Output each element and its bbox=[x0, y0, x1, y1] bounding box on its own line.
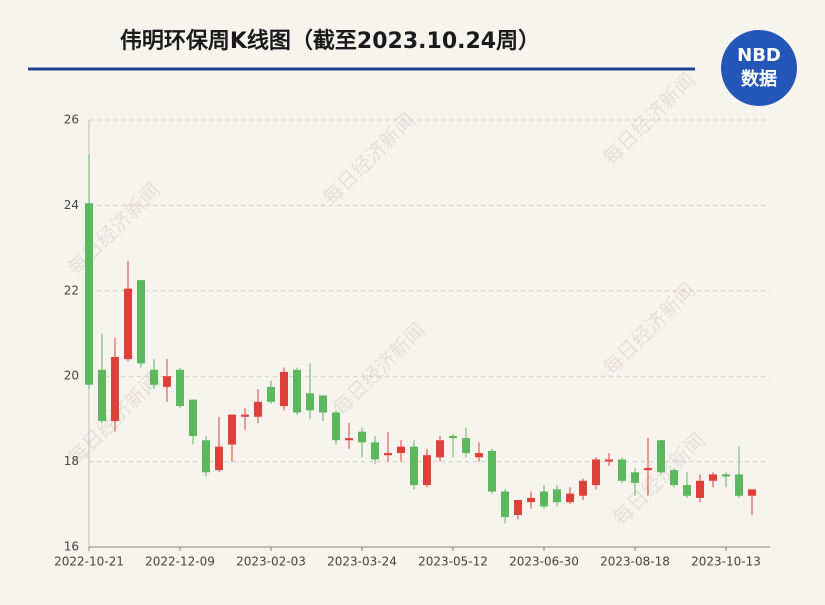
x-tick-label: 2022-12-09 bbox=[145, 555, 215, 569]
candle-body bbox=[605, 459, 613, 462]
candle-body bbox=[163, 376, 171, 387]
y-tick-label: 16 bbox=[64, 540, 79, 554]
candle-body bbox=[735, 474, 743, 496]
candle-body bbox=[631, 472, 639, 483]
candle-body bbox=[410, 446, 418, 486]
candle-body bbox=[579, 480, 587, 496]
x-tick-label: 2023-08-18 bbox=[600, 555, 670, 569]
candle-body bbox=[683, 485, 691, 496]
candle-body bbox=[241, 414, 249, 417]
candle-body bbox=[566, 493, 574, 503]
candle-body bbox=[618, 459, 626, 481]
candle-body bbox=[111, 356, 119, 422]
candle-body bbox=[85, 203, 93, 385]
candle-body bbox=[345, 438, 353, 441]
candle-body bbox=[202, 440, 210, 473]
candle-body bbox=[228, 414, 236, 445]
candle-body bbox=[137, 280, 145, 364]
candle-body bbox=[657, 440, 665, 473]
x-tick-label: 2022-10-21 bbox=[54, 555, 124, 569]
candle-body bbox=[722, 474, 730, 477]
candle-body bbox=[189, 399, 197, 436]
candle-body bbox=[150, 369, 158, 385]
y-tick-label: 20 bbox=[64, 369, 79, 383]
x-tick-label: 2023-02-03 bbox=[236, 555, 306, 569]
candle-body bbox=[332, 412, 340, 441]
candle-body bbox=[475, 453, 483, 458]
logo-bottom: 数据 bbox=[741, 68, 777, 90]
candle-body bbox=[124, 288, 132, 360]
x-tick-label: 2023-03-24 bbox=[327, 555, 397, 569]
y-tick-label: 24 bbox=[64, 198, 79, 212]
y-tick-label: 18 bbox=[64, 454, 79, 468]
candle-body bbox=[748, 489, 756, 496]
plot: 16 18 20 22 24 26 2022-10-21 2022-12-09 2023-02-… bbox=[54, 113, 770, 569]
candle-body bbox=[293, 369, 301, 413]
candle-body bbox=[423, 455, 431, 486]
candle-body bbox=[696, 480, 704, 498]
candle-body bbox=[540, 491, 548, 507]
candle-body bbox=[215, 446, 223, 471]
candle-body bbox=[384, 453, 392, 456]
candle-body bbox=[670, 470, 678, 486]
logo bbox=[721, 30, 797, 106]
candle-body bbox=[358, 431, 366, 443]
candle-body bbox=[397, 446, 405, 454]
candle-body bbox=[488, 450, 496, 492]
candle-body bbox=[462, 438, 470, 454]
candle-body bbox=[280, 371, 288, 407]
candle-body bbox=[449, 435, 457, 439]
candle-body bbox=[709, 474, 717, 481]
y-tick-label: 26 bbox=[64, 113, 79, 127]
candle-body bbox=[644, 468, 652, 471]
y-tick-label: 22 bbox=[64, 283, 79, 297]
x-tick-label: 2023-10-13 bbox=[691, 555, 761, 569]
chart-title: 伟明环保周K线图（截至2023.10.24周） bbox=[120, 28, 540, 54]
candle-body bbox=[98, 369, 106, 422]
candle-body bbox=[176, 369, 184, 407]
candle-body bbox=[592, 459, 600, 486]
candle-body bbox=[306, 393, 314, 411]
candle-body bbox=[371, 442, 379, 460]
candle-body bbox=[514, 500, 522, 515]
x-tick-label: 2023-06-30 bbox=[509, 555, 579, 569]
logo-top: NBD bbox=[737, 45, 781, 66]
x-tick-label: 2023-05-12 bbox=[418, 555, 488, 569]
candle-body bbox=[319, 395, 327, 413]
candle-body bbox=[501, 491, 509, 518]
candle-body bbox=[267, 386, 275, 402]
candle-body bbox=[553, 489, 561, 503]
candle-body bbox=[436, 440, 444, 458]
candle-body bbox=[254, 401, 262, 417]
candle-body bbox=[527, 497, 535, 503]
